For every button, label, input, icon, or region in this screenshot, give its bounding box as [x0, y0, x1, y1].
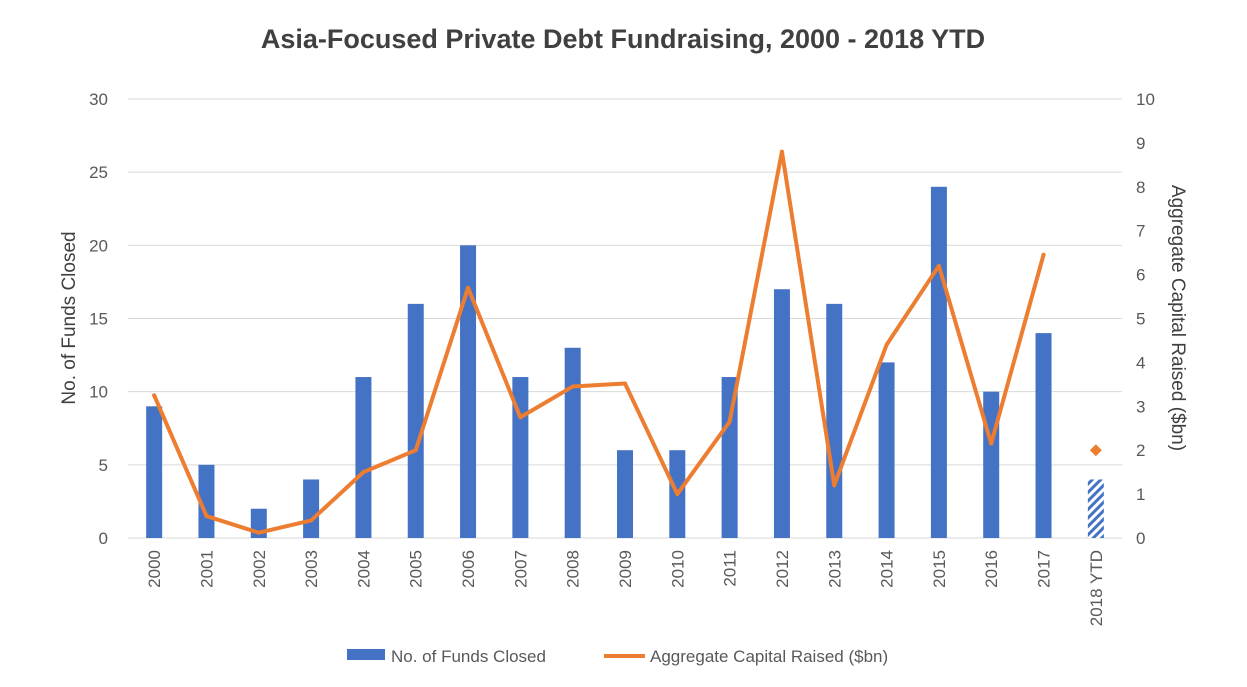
line-point — [361, 470, 366, 475]
legend: No. of Funds Closed Aggregate Capital Ra… — [347, 647, 888, 666]
bar — [617, 450, 633, 538]
y-right-tick-label: 8 — [1136, 178, 1145, 197]
axis-ticks: 0 5 10 15 20 25 30 0 1 2 3 4 5 6 7 8 9 10 2000 2001 2002 2003… — [89, 90, 1155, 626]
x-tick-label: 2006 — [459, 550, 478, 588]
line-point — [623, 381, 627, 386]
y-right-tick-label: 1 — [1136, 485, 1145, 504]
y-left-tick-label: 25 — [89, 163, 108, 182]
ytd-marker — [1089, 444, 1102, 457]
bar — [878, 362, 895, 538]
bar — [1035, 333, 1052, 538]
x-tick-label: 2015 — [930, 550, 949, 588]
bar — [512, 377, 529, 538]
x-tick-label: 2012 — [773, 550, 792, 588]
y-right-tick-label: 10 — [1136, 90, 1155, 109]
x-tick-label: 2002 — [250, 550, 269, 588]
y-right-tick-label: 5 — [1136, 310, 1145, 329]
y-right-tick-label: 0 — [1136, 529, 1145, 548]
y-right-tick-label: 6 — [1136, 266, 1145, 285]
line-point — [570, 384, 575, 389]
y-left-tick-label: 0 — [99, 529, 108, 548]
line-point — [832, 483, 837, 488]
line-point — [256, 530, 261, 535]
y-left-tick-label: 15 — [89, 310, 108, 329]
line-point — [675, 492, 680, 497]
line-point — [466, 285, 471, 290]
legend-swatch-bars — [347, 649, 385, 660]
bar — [564, 347, 581, 538]
bar — [773, 289, 790, 538]
legend-label-bars: No. of Funds Closed — [391, 647, 546, 666]
x-tick-label: 2004 — [354, 550, 373, 588]
x-tick-label: 2017 — [1035, 550, 1054, 588]
y-left-tick-label: 20 — [89, 236, 108, 255]
line-point — [989, 441, 994, 446]
y-left-tick-label: 30 — [89, 90, 108, 109]
y-axis-right-title: Aggregate Capital Raised ($bn) — [1167, 185, 1188, 451]
line-point — [204, 514, 209, 519]
x-tick-label: 2001 — [197, 550, 216, 588]
bar — [407, 303, 424, 538]
x-tick-label: 2000 — [145, 550, 164, 588]
chart-title: Asia-Focused Private Debt Fundraising, 2… — [261, 24, 985, 54]
y-left-tick-label: 5 — [99, 456, 108, 475]
bar — [930, 186, 947, 539]
y-right-tick-label: 2 — [1136, 441, 1145, 460]
capital-line — [152, 149, 1046, 535]
x-tick-label: 2005 — [407, 550, 426, 588]
bar — [355, 377, 372, 538]
line-point — [779, 149, 784, 154]
bar-series — [146, 186, 1104, 539]
x-tick-label: 2007 — [511, 550, 530, 588]
gridlines — [128, 98, 1122, 539]
x-tick-label: 2014 — [878, 550, 897, 588]
line-point — [936, 263, 941, 268]
line-point — [518, 415, 523, 420]
line-series — [152, 149, 1102, 535]
bar — [460, 245, 477, 539]
y-left-tick-label: 10 — [89, 383, 108, 402]
y-right-tick-label: 7 — [1136, 222, 1145, 241]
line-point — [413, 448, 418, 453]
line-point — [727, 419, 732, 424]
x-tick-label: 2008 — [564, 550, 583, 588]
bar — [146, 406, 163, 538]
y-right-tick-label: 9 — [1136, 134, 1145, 153]
line-point — [1041, 252, 1046, 257]
line-point — [152, 393, 157, 398]
line-point — [309, 518, 314, 523]
x-tick-label: 2010 — [668, 550, 687, 588]
bar — [1087, 479, 1104, 538]
bar — [303, 479, 320, 538]
y-right-tick-label: 3 — [1136, 397, 1145, 416]
x-tick-label: 2009 — [616, 550, 635, 588]
line-point — [884, 342, 889, 347]
bar — [826, 303, 843, 538]
y-right-tick-label: 4 — [1136, 353, 1145, 372]
x-tick-label: 2011 — [721, 550, 740, 587]
bar — [983, 391, 1000, 538]
y-axis-left-title: No. of Funds Closed — [59, 231, 80, 404]
bar — [721, 377, 738, 538]
bar — [198, 464, 215, 538]
legend-label-line: Aggregate Capital Raised ($bn) — [650, 647, 888, 666]
x-tick-label: 2003 — [302, 550, 321, 588]
x-tick-label: 2013 — [825, 550, 844, 588]
x-tick-label: 2016 — [982, 550, 1001, 588]
x-tick-label: 2018 YTD — [1087, 550, 1106, 626]
